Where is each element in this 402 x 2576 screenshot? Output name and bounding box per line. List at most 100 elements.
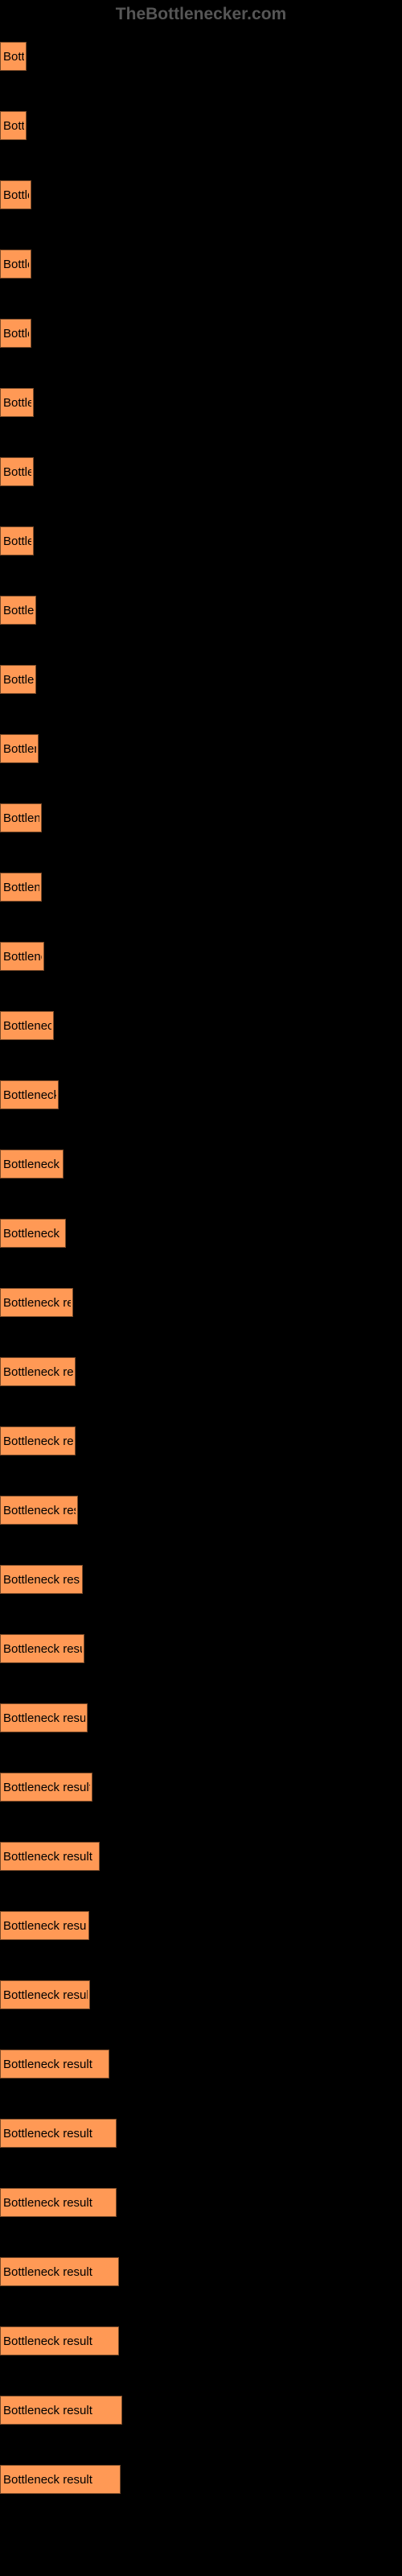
chart-row: Bottleneck result [0,860,402,929]
chart-bar-label: Bottleneck result [1,50,24,64]
chart-bar: Bottleneck result [0,2257,119,2286]
chart-row: Bottleneck result 49 [0,2314,402,2383]
chart-bar: Bottleneck result [0,180,31,209]
chart-bar-label: Bottleneck result [1,465,31,479]
chart-bar-label: Bottleneck result [1,950,42,964]
chart-bar-label: Bottleneck result [1,1988,88,2002]
chart-bar: Bottleneck result [0,2465,121,2494]
chart-bar-label: Bottleneck result [1,1296,71,1310]
chart-bar: Bottleneck result [0,1011,54,1040]
page-header: TheBottlenecker.com [0,0,402,26]
chart-row: Bottleneck result [0,929,402,998]
chart-row: Bottleneck result [0,1206,402,1275]
chart-bar-label: Bottleneck result [1,2265,117,2279]
chart-value-label: 49 [121,2331,136,2347]
chart-row: Bottleneck result [0,652,402,721]
chart-bar: Bottleneck result [0,1150,64,1179]
chart-bar: Bottleneck result [0,2188,117,2217]
chart-row: Bottleneck result [0,998,402,1067]
chart-bar: Bottleneck result [0,1219,66,1248]
chart-bar: Bottleneck result [0,1842,100,1871]
chart-bar-label: Bottleneck result [1,1850,97,1864]
chart-value-label: 41 [101,1847,117,1863]
bottleneck-chart: Bottleneck resultBottleneck resultBottle… [0,26,402,2521]
chart-bar: Bottleneck result [0,2050,109,2079]
chart-bar-label: Bottleneck result [1,1435,73,1448]
chart-row: Bottleneck result [0,1483,402,1552]
chart-bar-label: Bottleneck result [1,396,31,410]
chart-row: Bottleneck result [0,29,402,98]
chart-row: Bottleneck result [0,237,402,306]
chart-bar: Bottleneck result [0,526,34,555]
chart-row: Bottleneck result [0,1067,402,1137]
chart-bar-label: Bottleneck result [1,1504,76,1517]
chart-bar: Bottleneck result [0,2396,122,2425]
chart-bar: Bottleneck result [0,942,44,971]
chart-row: Bottleneck result [0,444,402,514]
chart-bar: Bottleneck result [0,319,31,348]
chart-bar: Bottleneck result [0,803,42,832]
chart-row: Bottleneck result [0,306,402,375]
chart-bar-label: Bottleneck result [1,2127,114,2140]
chart-bar-label: Bottleneck result [1,188,29,202]
chart-row: Bottleneck result [0,1690,402,1760]
chart-row: Bottleneck result [0,1621,402,1690]
chart-bar-label: Bottleneck result [1,1019,51,1033]
chart-bar-label: Bottleneck result [1,1227,64,1241]
chart-bar: Bottleneck result [0,1357,76,1386]
chart-row: Bottleneck result [0,1137,402,1206]
chart-bar-label: Bottleneck result [1,327,29,341]
chart-value-label: 48 [118,2124,133,2140]
chart-bar: Bottleneck result [0,1288,73,1317]
chart-bar: Bottleneck result [0,1773,92,1802]
chart-bar-label: Bottleneck result [1,1919,87,1933]
chart-bar: Bottleneck result [0,457,34,486]
chart-row: Bottleneck result [0,1344,402,1414]
chart-bar-label: Bottleneck result [1,258,29,271]
chart-bar-label: Bottleneck result [1,2058,107,2071]
chart-bar-label: Bottleneck result [1,1365,73,1379]
chart-bar: Bottleneck result [0,250,31,279]
chart-value-label: 4 [118,2193,125,2209]
header-title: TheBottlenecker.com [116,5,286,23]
chart-bar-label: Bottleneck result [1,1781,90,1794]
chart-row: Bottleneck result 48 [0,2106,402,2175]
chart-bar: Bottleneck result [0,111,27,140]
chart-bar: Bottleneck result [0,596,36,625]
chart-bar: Bottleneck result [0,873,42,902]
chart-row: Bottleneck result [0,1552,402,1621]
chart-bar-label: Bottleneck result [1,811,39,825]
chart-bar-label: Bottleneck result [1,1088,56,1102]
chart-bar: Bottleneck result [0,665,36,694]
chart-bar: Bottleneck result [0,1565,83,1594]
chart-bar: Bottleneck result [0,2326,119,2355]
chart-row: Bottleneck result 41 [0,1829,402,1898]
chart-value-label: 4 [122,2470,129,2486]
chart-bar: Bottleneck result [0,2119,117,2148]
chart-bar: Bottleneck result [0,1980,90,2009]
chart-row: Bottleneck result [0,721,402,791]
chart-bar: Bottleneck result [0,1496,78,1525]
chart-bar-label: Bottleneck result [1,673,34,687]
chart-value-label: 45 [111,2054,126,2070]
chart-bar-label: Bottleneck result [1,2473,118,2487]
chart-bar-label: Bottleneck result [1,1711,85,1725]
chart-bar: Bottleneck result [0,734,39,763]
chart-row: Bottleneck result49 [0,2244,402,2314]
chart-bar: Bottleneck result [0,1703,88,1732]
chart-row: Bottleneck result50 [0,2383,402,2452]
chart-row: Bottleneck result [0,375,402,444]
chart-row: Bottleneck result [0,791,402,860]
chart-row: Bottleneck result 4 [0,2452,402,2521]
chart-row: Bottleneck result [0,1898,402,1967]
chart-bar-label: Bottleneck result [1,2334,117,2348]
chart-row: Bottleneck result [0,1275,402,1344]
chart-bar: Bottleneck result [0,42,27,71]
chart-bar-label: Bottleneck result [1,2196,114,2210]
chart-bar-label: Bottleneck result [1,1642,82,1656]
chart-bar-label: Bottleneck result [1,1573,80,1587]
chart-row: Bottleneck result [0,98,402,167]
chart-row: Bottleneck result [0,583,402,652]
chart-row: Bottleneck result [0,1414,402,1483]
chart-bar-label: Bottleneck result [1,119,24,133]
